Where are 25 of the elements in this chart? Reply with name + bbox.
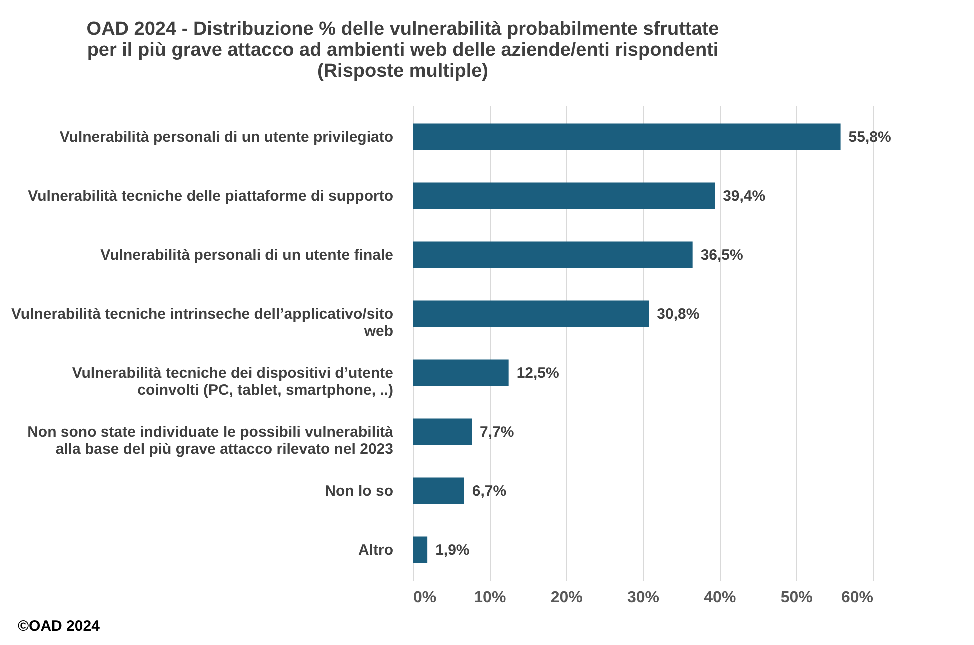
data-label: 36,5% [700, 246, 744, 264]
x-tick-label: 40% [704, 590, 736, 606]
data-label: 30,8% [657, 306, 700, 323]
x-tick-label: 50% [780, 590, 813, 606]
data-label: 1,9% [436, 542, 470, 560]
x-tick-label: 30% [627, 590, 660, 606]
y-tick-label: Altro [358, 542, 394, 560]
x-tick-label: 10% [474, 590, 506, 606]
data-label: 12,5% [516, 365, 560, 382]
data-label: 39,4% [723, 188, 766, 205]
text: ©OAD 2024 [18, 618, 100, 635]
data-label: 6,7% [472, 483, 507, 500]
x-tick-label: 0% [414, 590, 437, 606]
y-tick-label: Vulnerabilità personali di un utente finale [100, 246, 394, 264]
x-tick-label: 20% [550, 590, 583, 606]
y-tick-label: Non lo so [325, 483, 394, 500]
y-tick-label: Vulnerabilità personali di un utente privilegiato [60, 128, 394, 146]
chart-title: OAD 2024 - Distribuzione % delle vulnerabilità probabilmente sfruttate per il più grave attacco ad ambienti web delle aziende/enti rispondenti (Risposte multiple) [86, 19, 720, 82]
y-tick-label: Vulnerabilità tecniche dei dispositivi d’utente coinvolti (PC, tablet, smartphone, ..) [72, 365, 394, 400]
y-tick-label: Vulnerabilità tecniche intrinseche dell’applicativo/sito web [11, 306, 394, 340]
y-tick-label: Non sono state individuate le possibili vulnerabilità alla base del più grave attacco rilevato nel 2023 [28, 424, 394, 458]
data-label: 7,7% [480, 424, 514, 442]
x-tick-label: 60% [841, 590, 874, 606]
data-label: 55,8% [848, 128, 892, 146]
y-tick-label: Vulnerabilità tecniche delle piattaforme di supporto [28, 188, 394, 205]
